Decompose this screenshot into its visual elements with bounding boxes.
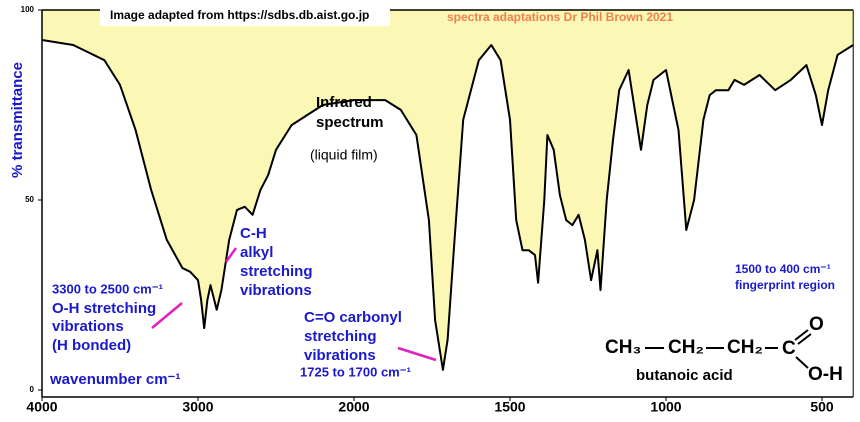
bond bbox=[797, 333, 812, 345]
structure: CH₃ CH₂ CH₂ C O O-H butanoic acid bbox=[605, 314, 843, 385]
annotation: alkyl bbox=[240, 244, 273, 261]
x-tick-label: 500 bbox=[810, 399, 834, 415]
credit-box bbox=[100, 6, 390, 26]
annotation: vibrations bbox=[52, 318, 124, 335]
annotation: (liquid film) bbox=[310, 147, 378, 163]
annotation: vibrations bbox=[240, 282, 312, 299]
x-tick-label: 1500 bbox=[494, 399, 525, 415]
y-axis-label: % transmittance bbox=[9, 62, 26, 178]
x-tick-label: 4000 bbox=[26, 399, 57, 415]
spectrum-line bbox=[41, 39, 854, 371]
credit: Image adapted from https://sdbs.db.aist.… bbox=[110, 8, 369, 22]
annotation: O-H stretching bbox=[52, 300, 156, 317]
x-tick-label: 1000 bbox=[650, 399, 681, 415]
pointer bbox=[397, 346, 437, 362]
annotation: C=O carbonyl bbox=[304, 309, 402, 326]
group: O-H bbox=[808, 364, 843, 385]
bond bbox=[795, 356, 809, 369]
group: CH₂ bbox=[727, 337, 763, 358]
area bbox=[42, 10, 854, 370]
y-tick-label: 0 bbox=[30, 385, 35, 394]
annotation: 3300 to 2500 cm⁻¹ bbox=[52, 281, 163, 296]
annotation: vibrations bbox=[304, 347, 376, 364]
annotation: spectrum bbox=[316, 114, 384, 131]
annotation: C-H bbox=[240, 225, 267, 242]
pointer bbox=[151, 302, 183, 329]
y-tick-label: 100 bbox=[21, 5, 35, 14]
annotation: Infrared bbox=[316, 94, 372, 111]
compound-name: butanoic acid bbox=[636, 367, 733, 384]
annotation: stretching bbox=[304, 328, 377, 345]
annotation: stretching bbox=[240, 263, 313, 280]
annotation: 1500 to 400 cm⁻¹ bbox=[735, 262, 831, 276]
x-tick-label: 2000 bbox=[338, 399, 369, 415]
group: CH₂ bbox=[668, 337, 704, 358]
annotation: 1725 to 1700 cm⁻¹ bbox=[300, 364, 411, 379]
group: O bbox=[809, 314, 824, 335]
annotation: fingerprint region bbox=[735, 278, 835, 292]
x-axis-label: wavenumber cm⁻¹ bbox=[49, 371, 180, 388]
credit: spectra adaptations Dr Phil Brown 2021 bbox=[447, 10, 673, 24]
group: C bbox=[782, 338, 796, 359]
group: CH₃ bbox=[605, 337, 641, 358]
pointer bbox=[224, 247, 238, 263]
x-tick-label: 3000 bbox=[182, 399, 213, 415]
annotation: (H bonded) bbox=[52, 337, 131, 354]
y-tick-label: 50 bbox=[25, 195, 34, 204]
plot-area: 0 50 100 4000 3000 2000 1500 1000 500 bbox=[21, 5, 854, 415]
bond bbox=[794, 329, 809, 341]
